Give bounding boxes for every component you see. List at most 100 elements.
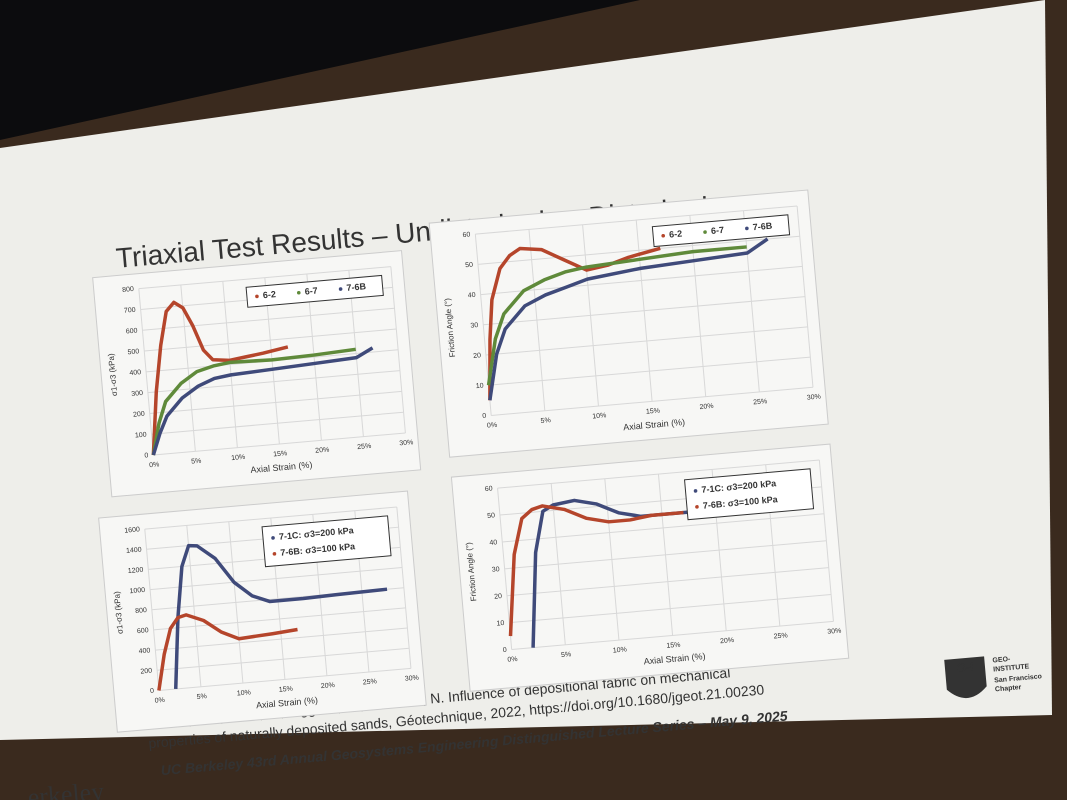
legend-label: 6-2 <box>262 289 276 300</box>
y-tick-label: 0 <box>482 413 487 420</box>
legend-label: 7-6B <box>346 281 367 293</box>
grid-line <box>657 474 674 636</box>
x-tick-label: 5% <box>540 417 551 425</box>
grid-line <box>604 478 620 641</box>
chart: 0 200 400 600 800 1000 1200 1400 1600 0% 5% 10% 15% 2… <box>98 490 427 733</box>
legend-label: 6-2 <box>669 229 683 240</box>
series-line <box>173 543 388 690</box>
grid-line <box>528 229 546 411</box>
y-axis-label: σ1-σ3 (kPa) <box>112 591 125 635</box>
x-tick-label: 25% <box>357 443 372 451</box>
gi-text: INSTITUTE <box>993 663 1030 673</box>
y-tick-label: 600 <box>137 627 149 635</box>
y-tick-label: 30 <box>470 322 478 330</box>
legend-box <box>684 468 815 521</box>
y-tick-label: 50 <box>487 512 495 520</box>
x-tick-label: 30% <box>399 439 414 447</box>
y-tick-label: 0 <box>144 452 149 459</box>
grid-line <box>689 215 707 397</box>
x-tick-label: 30% <box>807 393 822 401</box>
legend-marker <box>703 230 707 234</box>
grid-line <box>186 525 202 687</box>
series-line <box>486 245 747 386</box>
series-line <box>151 300 289 456</box>
grid-line <box>144 529 160 691</box>
y-axis-label: σ1-σ3 (kPa) <box>106 353 119 397</box>
y-tick-label: 800 <box>135 607 147 615</box>
series-line <box>151 347 356 456</box>
x-tick-label: 10% <box>237 689 252 697</box>
gi-text: San Francisco <box>994 673 1042 684</box>
x-tick-label: 15% <box>273 450 288 458</box>
series-line <box>151 346 374 456</box>
gi-text: Chapter <box>995 684 1022 693</box>
y-tick-label: 20 <box>473 352 481 360</box>
gi-text: GEO- <box>992 656 1011 665</box>
x-tick-label: 0% <box>154 697 165 705</box>
chart-frame <box>92 250 422 498</box>
grid-line <box>818 459 834 622</box>
grid-line <box>742 210 760 393</box>
x-tick-label: 25% <box>773 632 788 640</box>
x-tick-label: 25% <box>753 398 768 406</box>
legend-marker <box>693 489 698 493</box>
x-tick-label: 20% <box>315 447 330 455</box>
y-tick-label: 1000 <box>129 587 145 595</box>
y-tick-label: 100 <box>135 432 147 440</box>
gi-shield <box>944 656 987 698</box>
legend-label: 6-7 <box>304 285 318 296</box>
x-tick-label: 10% <box>231 454 246 462</box>
grid-line <box>180 284 196 452</box>
y-tick-label: 300 <box>131 390 143 398</box>
legend-box <box>261 515 392 568</box>
y-tick-label: 600 <box>126 328 138 336</box>
x-tick-label: 0% <box>487 422 498 430</box>
grid-line <box>222 281 238 448</box>
y-tick-label: 0 <box>150 688 155 695</box>
grid-line <box>390 266 406 434</box>
slide-content: Triaxial Test Results – Undisturbed vs D… <box>26 189 1042 800</box>
berkeley-logo: erkeley <box>26 777 105 800</box>
grid-line <box>497 488 513 650</box>
y-tick-label: 10 <box>496 620 504 628</box>
x-tick-label: 15% <box>646 408 661 416</box>
grid-line <box>582 224 599 407</box>
y-tick-label: 1400 <box>126 547 142 555</box>
x-tick-label: 10% <box>592 412 607 420</box>
y-tick-label: 20 <box>494 593 502 601</box>
legend-marker <box>745 226 749 231</box>
grid-line <box>228 521 244 684</box>
x-tick-label: 25% <box>363 678 378 686</box>
x-tick-label: 0% <box>149 461 160 469</box>
legend-marker <box>271 536 275 540</box>
grid-line <box>796 205 814 388</box>
y-tick-label: 700 <box>124 307 136 315</box>
x-tick-label: 5% <box>196 693 207 701</box>
legend-box <box>651 214 791 248</box>
series-line <box>488 237 769 401</box>
x-tick-label: 0% <box>507 656 518 664</box>
grid-line <box>550 483 566 645</box>
y-tick-label: 400 <box>138 647 150 655</box>
y-tick-label: 30 <box>492 566 500 574</box>
x-tick-label: 30% <box>827 628 842 636</box>
series-line <box>508 504 684 637</box>
legend-marker <box>338 287 343 291</box>
x-tick-label: 30% <box>405 675 420 683</box>
y-tick-label: 50 <box>465 262 473 270</box>
dark-ceiling <box>0 0 640 140</box>
x-tick-label: 5% <box>191 458 202 466</box>
x-tick-label: 20% <box>321 682 336 690</box>
grid-line <box>396 506 412 669</box>
y-tick-label: 60 <box>485 485 493 493</box>
y-tick-label: 10 <box>476 383 484 391</box>
legend-label: 6-7 <box>711 225 725 236</box>
legend-marker <box>695 505 699 509</box>
x-tick-label: 5% <box>561 651 572 659</box>
y-tick-label: 60 <box>462 231 470 239</box>
x-tick-label: 10% <box>613 646 628 654</box>
y-tick-label: 200 <box>133 411 145 419</box>
